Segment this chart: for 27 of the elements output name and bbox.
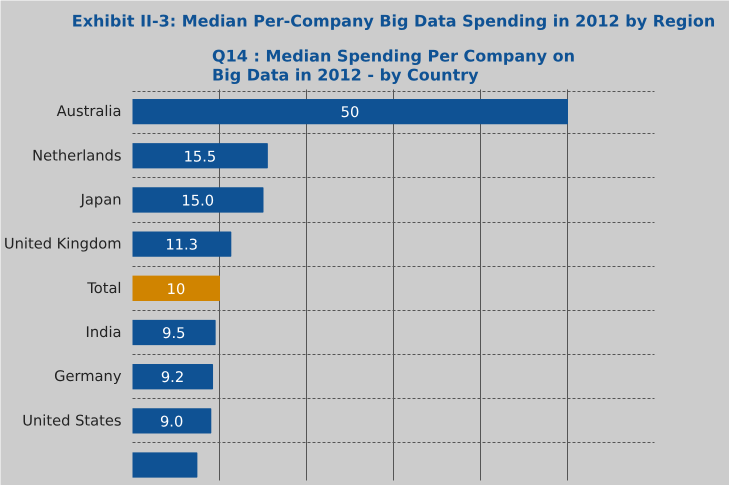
data-label: 9.5: [162, 324, 186, 342]
data-label: 50: [340, 104, 360, 122]
chart-subtitle: Q14 : Median Spending Per Company on Big Data in 2012 - by Country: [212, 46, 575, 84]
bar: [132, 98, 568, 124]
bar: [132, 231, 232, 257]
bar: [132, 143, 268, 168]
y-tick-label: Australia: [56, 103, 122, 120]
y-tick-label: India: [86, 324, 122, 341]
bar: [132, 408, 212, 434]
bar: [132, 320, 216, 346]
bar: [132, 452, 198, 478]
bar: [132, 364, 214, 390]
y-tick-label: Germany: [54, 368, 122, 386]
y-tick-label: United States: [22, 412, 122, 430]
y-tick-label: Netherlands: [32, 147, 122, 164]
y-tick-label: Japan: [80, 191, 122, 208]
y-tick-label: Total: [86, 280, 122, 297]
data-label: 9.2: [160, 369, 184, 386]
bar: [132, 276, 220, 301]
y-tick-label: United Kingdom: [4, 236, 122, 253]
data-label: 10: [166, 280, 186, 298]
data-label: 11.3: [165, 236, 198, 254]
bar: [132, 187, 264, 213]
data-label: 15.5: [184, 148, 216, 166]
data-label: 15.0: [181, 192, 214, 210]
chart-title: Exhibit II-3: Median Per-Company Big Data Spending in 2012 by Region: [72, 12, 716, 30]
data-label: 9.0: [160, 413, 184, 430]
